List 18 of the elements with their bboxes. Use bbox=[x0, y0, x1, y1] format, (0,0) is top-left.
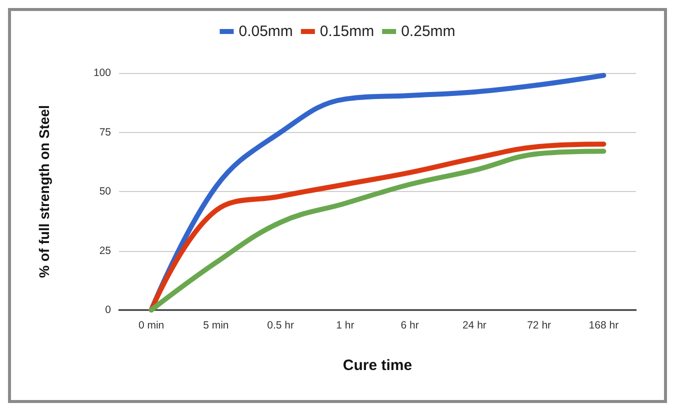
y-tick-label: 25 bbox=[99, 244, 112, 257]
legend-label: 0.15mm bbox=[320, 23, 374, 40]
y-axis-title: % of full strength on Steel bbox=[36, 105, 52, 278]
x-tick-label: 168 hr bbox=[588, 320, 620, 332]
y-tick-label: 0 bbox=[105, 304, 112, 316]
x-tick-label: 0.5 hr bbox=[267, 320, 294, 332]
y-tick-label: 100 bbox=[93, 67, 112, 79]
legend-label: 0.25mm bbox=[401, 23, 456, 40]
x-tick-label: 0 min bbox=[138, 320, 164, 332]
x-axis-title: Cure time bbox=[342, 357, 412, 374]
legend-label: 0.05mm bbox=[238, 23, 293, 40]
x-tick-label: 1 hr bbox=[336, 320, 355, 332]
x-tick-label: 6 hr bbox=[400, 320, 420, 332]
x-tick-label: 5 min bbox=[203, 320, 229, 332]
x-tick-label: 72 hr bbox=[527, 320, 552, 332]
y-tick-label: 75 bbox=[99, 126, 112, 138]
x-tick-label: 24 hr bbox=[462, 320, 487, 332]
y-tick-label: 50 bbox=[99, 186, 112, 198]
